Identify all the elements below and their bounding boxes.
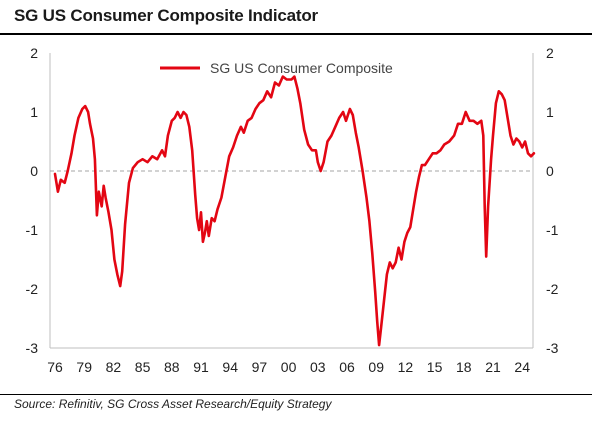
x-tick-label: 82 bbox=[106, 359, 122, 375]
chart-axes bbox=[49, 53, 534, 349]
x-tick-label: 24 bbox=[514, 359, 530, 375]
y-tick-label-left: -3 bbox=[26, 340, 39, 356]
y-tick-label-left: 1 bbox=[30, 104, 38, 120]
x-tick-label: 09 bbox=[368, 359, 384, 375]
consumer-composite-chart: 2 21 10 0-1 -1-2 -2-3 -3 76 79 82 85 88 91 94 97 00 03 0… bbox=[26, 45, 559, 375]
y-axis-ticks: 2 2 1 1 0 0 -1 -1 -2 -2 -3 -3 bbox=[26, 45, 559, 356]
x-tick-label: 12 bbox=[398, 359, 414, 375]
title-divider bbox=[0, 33, 592, 35]
footer-divider bbox=[0, 394, 592, 395]
y-tick-label-right: 1 bbox=[546, 104, 554, 120]
x-axis-ticks: 76 79 82 85 88 91 94 97 00 03 06 09 12 15 18 21 24 bbox=[47, 359, 530, 375]
x-tick-label: 03 bbox=[310, 359, 326, 375]
y-tick-label-right: 0 bbox=[546, 163, 554, 179]
x-tick-label: 15 bbox=[427, 359, 443, 375]
y-tick-label-left: 2 bbox=[30, 45, 38, 61]
y-tick-label-right: -1 bbox=[546, 222, 559, 238]
x-tick-label: 18 bbox=[456, 359, 472, 375]
x-tick-label: 76 bbox=[47, 359, 63, 375]
x-tick-label: 85 bbox=[135, 359, 151, 375]
x-tick-label: 94 bbox=[222, 359, 238, 375]
chart-legend: SG US Consumer Composite bbox=[160, 60, 393, 76]
x-tick-label: 88 bbox=[164, 359, 180, 375]
x-tick-label: 79 bbox=[76, 359, 92, 375]
x-tick-label: 21 bbox=[485, 359, 501, 375]
x-tick-label: 97 bbox=[252, 359, 268, 375]
x-tick-label: 06 bbox=[339, 359, 355, 375]
source-note: Source: Refinitiv, SG Cross Asset Resear… bbox=[14, 397, 332, 411]
x-tick-label: 91 bbox=[193, 359, 209, 375]
x-tick-label: 00 bbox=[281, 359, 297, 375]
legend-label: SG US Consumer Composite bbox=[210, 60, 393, 76]
chart-title: SG US Consumer Composite Indicator bbox=[14, 6, 318, 25]
y-tick-label-left: -2 bbox=[26, 281, 39, 297]
y-tick-label-left: 0 bbox=[30, 163, 38, 179]
series-line-sg-us-consumer-composite bbox=[53, 75, 536, 347]
y-tick-label-right: 2 bbox=[546, 45, 554, 61]
y-tick-label-right: -3 bbox=[546, 340, 559, 356]
y-tick-label-left: -1 bbox=[26, 222, 39, 238]
y-tick-label-right: -2 bbox=[546, 281, 559, 297]
